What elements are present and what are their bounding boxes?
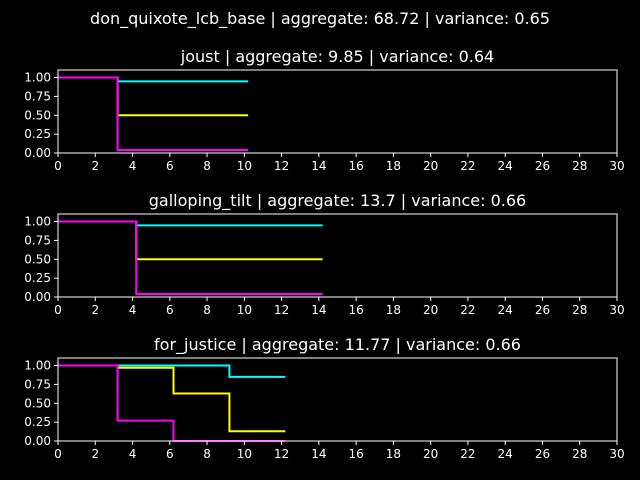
plot-frame xyxy=(57,213,618,298)
x-tick-label: 12 xyxy=(274,303,289,317)
x-tick-label: 6 xyxy=(166,447,174,461)
figure-title: don_quixote_lcb_base | aggregate: 68.72 … xyxy=(90,9,550,29)
y-tick-label: 0.50 xyxy=(24,252,51,266)
x-tick-label: 26 xyxy=(535,159,550,173)
y-tick-label: 0.25 xyxy=(24,271,51,285)
x-tick-label: 20 xyxy=(423,303,438,317)
subplot-1: joust | aggregate: 9.85 | variance: 0.64… xyxy=(24,47,624,173)
x-tick-label: 18 xyxy=(386,159,401,173)
subplot-3: for_justice | aggregate: 11.77 | varianc… xyxy=(24,335,624,461)
x-tick-label: 30 xyxy=(609,303,624,317)
subplot-title: for_justice | aggregate: 11.77 | varianc… xyxy=(154,335,521,355)
y-tick-label: 1.00 xyxy=(24,359,51,373)
x-tick-label: 16 xyxy=(348,159,363,173)
x-tick-label: 0 xyxy=(54,159,62,173)
x-tick-label: 12 xyxy=(274,159,289,173)
x-tick-label: 8 xyxy=(203,303,211,317)
y-tick-label: 1.00 xyxy=(24,215,51,229)
x-tick-label: 4 xyxy=(129,303,137,317)
x-tick-label: 10 xyxy=(237,447,252,461)
series-line-3 xyxy=(58,220,323,295)
x-tick-label: 0 xyxy=(54,447,62,461)
x-tick-label: 14 xyxy=(311,159,326,173)
plot-frame xyxy=(57,357,618,442)
x-tick-label: 26 xyxy=(535,303,550,317)
x-tick-label: 2 xyxy=(91,447,99,461)
x-tick-label: 22 xyxy=(460,159,475,173)
x-tick-label: 20 xyxy=(423,447,438,461)
x-tick-label: 8 xyxy=(203,159,211,173)
x-tick-label: 28 xyxy=(572,159,587,173)
y-tick-label: 0.00 xyxy=(24,146,51,160)
x-tick-label: 30 xyxy=(609,447,624,461)
x-tick-label: 10 xyxy=(237,159,252,173)
x-tick-label: 30 xyxy=(609,159,624,173)
x-tick-label: 14 xyxy=(311,303,326,317)
x-tick-label: 12 xyxy=(274,447,289,461)
x-tick-label: 28 xyxy=(572,447,587,461)
subplot-2: galloping_tilt | aggregate: 13.7 | varia… xyxy=(24,191,624,317)
y-tick-label: 0.25 xyxy=(24,415,51,429)
x-tick-label: 24 xyxy=(498,303,513,317)
y-tick-label: 0.00 xyxy=(24,290,51,304)
x-tick-label: 26 xyxy=(535,447,550,461)
y-tick-label: 0.75 xyxy=(24,377,51,391)
series-line-3 xyxy=(58,76,249,151)
y-tick-label: 0.75 xyxy=(24,89,51,103)
x-tick-label: 2 xyxy=(91,303,99,317)
x-tick-label: 2 xyxy=(91,159,99,173)
x-tick-label: 24 xyxy=(498,159,513,173)
subplot-title: joust | aggregate: 9.85 | variance: 0.64 xyxy=(180,47,494,66)
x-tick-label: 16 xyxy=(348,303,363,317)
y-tick-label: 0.25 xyxy=(24,127,51,141)
x-tick-label: 14 xyxy=(311,447,326,461)
x-tick-label: 22 xyxy=(460,447,475,461)
y-tick-label: 1.00 xyxy=(24,71,51,85)
plot-frame xyxy=(57,69,618,154)
y-tick-label: 0.75 xyxy=(24,233,51,247)
x-tick-label: 18 xyxy=(386,303,401,317)
x-tick-label: 4 xyxy=(129,447,137,461)
x-tick-label: 8 xyxy=(203,447,211,461)
x-tick-label: 0 xyxy=(54,303,62,317)
subplot-title: galloping_tilt | aggregate: 13.7 | varia… xyxy=(149,191,526,211)
y-tick-label: 0.00 xyxy=(24,434,51,448)
x-tick-label: 16 xyxy=(348,447,363,461)
x-tick-label: 10 xyxy=(237,303,252,317)
y-tick-label: 0.50 xyxy=(24,108,51,122)
y-tick-label: 0.50 xyxy=(24,396,51,410)
x-tick-label: 22 xyxy=(460,303,475,317)
x-tick-label: 4 xyxy=(129,159,137,173)
x-tick-label: 24 xyxy=(498,447,513,461)
x-tick-label: 6 xyxy=(166,303,174,317)
x-tick-label: 6 xyxy=(166,159,174,173)
x-tick-label: 28 xyxy=(572,303,587,317)
x-tick-label: 20 xyxy=(423,159,438,173)
x-tick-label: 18 xyxy=(386,447,401,461)
